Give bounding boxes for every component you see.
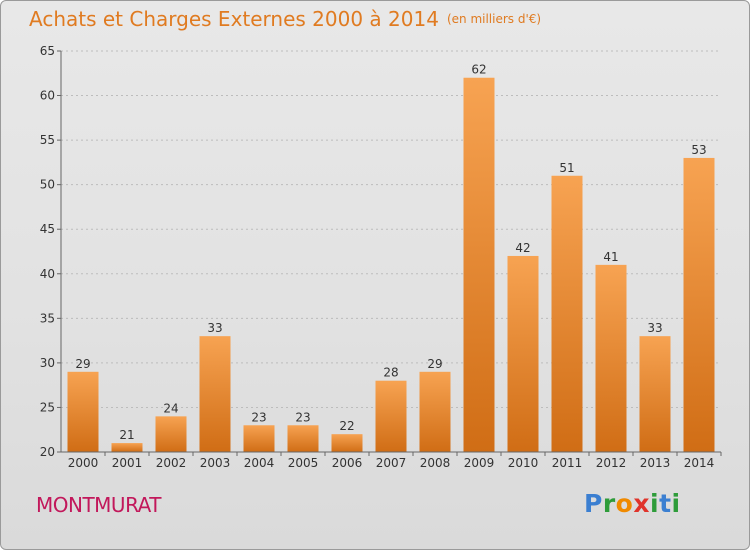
x-tick-label: 2000 [68,456,99,470]
x-tick-label: 2003 [200,456,231,470]
bar-value-label: 29 [427,357,442,371]
bar [243,425,275,452]
bar [155,416,187,452]
x-tick-label: 2002 [156,456,187,470]
x-tick-label: 2011 [552,456,583,470]
bar [111,443,143,452]
bar [639,336,671,452]
bar [551,175,583,452]
y-tick-label: 60 [40,89,55,103]
logo-letter: t [659,489,672,518]
bar [375,380,407,452]
bar [287,425,319,452]
bar [199,336,231,452]
logo-letter: r [602,489,616,518]
bar-value-label: 51 [559,161,574,175]
logo-letter: P [584,489,603,518]
logo-letter: i [671,489,681,518]
y-tick-label: 20 [40,445,55,459]
commune-name: MONTMURAT [36,493,162,517]
bar [419,371,451,452]
bar-value-label: 22 [339,419,354,433]
bar [507,255,539,452]
bar-value-label: 33 [647,321,662,335]
x-tick-label: 2004 [244,456,275,470]
x-tick-label: 2001 [112,456,143,470]
bar-value-label: 42 [515,241,530,255]
y-tick-label: 50 [40,178,55,192]
title-text: Achats et Charges Externes 2000 à 2014 [29,7,439,31]
bar-value-label: 23 [251,410,266,424]
bar-value-label: 24 [163,401,178,415]
bar [67,371,99,452]
y-tick-label: 65 [40,44,55,58]
bar [595,264,627,452]
bar [331,434,363,452]
bar-value-label: 62 [471,63,486,77]
y-axis: 20 25 30 35 40 45 50 55 60 65 [40,44,62,459]
x-axis: 2000 2001 2002 2003 2004 2005 2006 2007 2008 2009… [61,451,722,470]
x-tick-label: 2007 [376,456,407,470]
y-tick-label: 45 [40,222,55,236]
bar-value-label: 53 [691,143,706,157]
x-tick-label: 2014 [684,456,715,470]
bar-value-label: 41 [603,250,618,264]
bars: 29 21 24 33 23 23 22 28 29 62 42 51 41 33 53 [67,63,715,452]
x-tick-label: 2013 [640,456,671,470]
y-tick-label: 30 [40,356,55,370]
bar-value-label: 29 [75,357,90,371]
bar [683,157,715,452]
y-tick-label: 55 [40,133,55,147]
logo-letter: x [633,489,650,518]
bar-value-label: 23 [295,410,310,424]
x-tick-label: 2010 [508,456,539,470]
x-tick-label: 2008 [420,456,451,470]
x-tick-label: 2005 [288,456,319,470]
chart-title: Achats et Charges Externes 2000 à 2014 (e… [29,7,541,31]
y-tick-label: 40 [40,267,55,281]
proxiti-logo: Proxiti [584,489,681,518]
bar [463,77,495,452]
x-tick-label: 2009 [464,456,495,470]
bar-value-label: 33 [207,321,222,335]
x-tick-label: 2006 [332,456,363,470]
logo-letter: i [650,489,660,518]
y-tick-label: 25 [40,400,55,414]
y-tick-label: 35 [40,311,55,325]
unit-label: (en milliers d'€) [446,12,542,26]
logo-letter: o [615,489,634,518]
x-tick-label: 2012 [596,456,627,470]
bar-value-label: 21 [119,428,134,442]
bar-value-label: 28 [383,366,398,380]
